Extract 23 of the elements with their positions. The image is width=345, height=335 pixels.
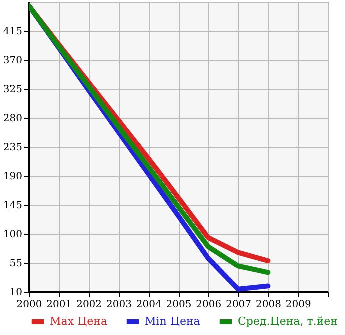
x-tick-label: 2003: [106, 300, 132, 310]
y-tick-label: 145: [3, 200, 22, 212]
x-tick-label: 2007: [226, 300, 252, 310]
y-tick-label: 10: [10, 288, 22, 298]
x-tick-label: 2008: [256, 300, 282, 310]
y-tick-label: 280: [3, 114, 22, 124]
x-tick-label: 2002: [76, 300, 102, 310]
x-tick-label: 2006: [196, 300, 222, 310]
y-tick-label: 100: [3, 230, 22, 240]
y-tick-label: 190: [3, 172, 22, 182]
legend-label: Min Цена: [145, 315, 201, 328]
y-tick-label: 235: [3, 142, 22, 154]
x-tick-label: 2009: [286, 300, 312, 310]
legend-label: Сред.Цена, т.йен: [238, 315, 338, 328]
x-tick-label: 2004: [136, 300, 162, 310]
y-tick-label: 415: [3, 26, 22, 38]
y-tick-label: 55: [10, 258, 22, 270]
y-tick-label: 370: [3, 56, 22, 66]
x-tick-label: 2000: [16, 300, 42, 310]
x-tick-label: 2005: [166, 300, 192, 310]
legend-label: Max Цена: [50, 315, 108, 328]
x-tick-label: 2001: [46, 300, 72, 310]
y-tick-label: 325: [3, 84, 22, 96]
